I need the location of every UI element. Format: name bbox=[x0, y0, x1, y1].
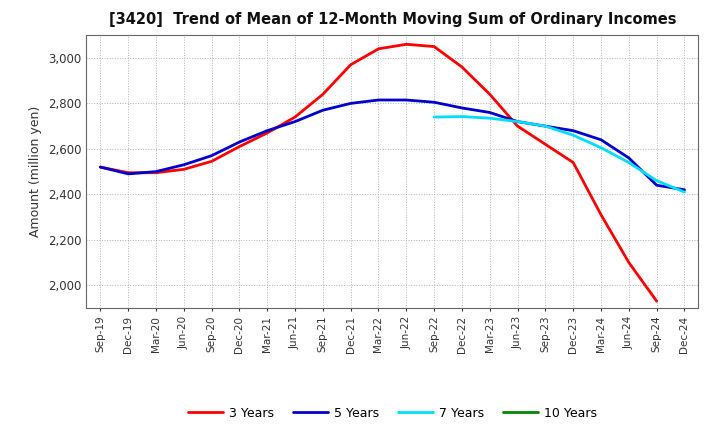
5 Years bbox=[513, 119, 522, 124]
3 Years bbox=[179, 167, 188, 172]
5 Years bbox=[485, 110, 494, 115]
Legend: 3 Years, 5 Years, 7 Years, 10 Years: 3 Years, 5 Years, 7 Years, 10 Years bbox=[183, 402, 602, 425]
3 Years bbox=[346, 62, 355, 67]
3 Years bbox=[124, 170, 132, 176]
3 Years bbox=[207, 159, 216, 164]
5 Years bbox=[597, 137, 606, 143]
3 Years bbox=[402, 42, 410, 47]
3 Years bbox=[291, 114, 300, 120]
5 Years bbox=[624, 155, 633, 161]
5 Years bbox=[458, 105, 467, 110]
3 Years bbox=[263, 130, 271, 136]
7 Years bbox=[624, 160, 633, 165]
7 Years bbox=[680, 189, 689, 194]
Y-axis label: Amount (million yen): Amount (million yen) bbox=[30, 106, 42, 237]
7 Years bbox=[430, 114, 438, 120]
7 Years bbox=[541, 124, 550, 129]
5 Years bbox=[291, 119, 300, 124]
5 Years bbox=[124, 171, 132, 176]
5 Years bbox=[652, 183, 661, 188]
5 Years bbox=[402, 97, 410, 103]
5 Years bbox=[207, 153, 216, 158]
5 Years bbox=[374, 97, 383, 103]
3 Years bbox=[430, 44, 438, 49]
Title: [3420]  Trend of Mean of 12-Month Moving Sum of Ordinary Incomes: [3420] Trend of Mean of 12-Month Moving … bbox=[109, 12, 676, 27]
5 Years bbox=[235, 139, 243, 145]
3 Years bbox=[374, 46, 383, 51]
5 Years bbox=[541, 124, 550, 129]
3 Years bbox=[96, 165, 104, 170]
7 Years bbox=[597, 145, 606, 150]
5 Years bbox=[430, 99, 438, 105]
3 Years bbox=[152, 170, 161, 176]
3 Years bbox=[513, 124, 522, 129]
5 Years bbox=[179, 162, 188, 167]
5 Years bbox=[96, 165, 104, 170]
3 Years bbox=[652, 299, 661, 304]
7 Years bbox=[652, 178, 661, 183]
3 Years bbox=[624, 260, 633, 265]
3 Years bbox=[318, 92, 327, 97]
5 Years bbox=[152, 169, 161, 174]
3 Years bbox=[569, 160, 577, 165]
7 Years bbox=[569, 132, 577, 138]
3 Years bbox=[235, 144, 243, 149]
5 Years bbox=[346, 101, 355, 106]
5 Years bbox=[318, 107, 327, 113]
Line: 7 Years: 7 Years bbox=[434, 117, 685, 192]
Line: 5 Years: 5 Years bbox=[100, 100, 685, 190]
5 Years bbox=[263, 128, 271, 133]
3 Years bbox=[541, 142, 550, 147]
5 Years bbox=[680, 187, 689, 192]
7 Years bbox=[513, 119, 522, 124]
3 Years bbox=[485, 92, 494, 97]
Line: 3 Years: 3 Years bbox=[100, 44, 657, 301]
7 Years bbox=[485, 116, 494, 121]
5 Years bbox=[569, 128, 577, 133]
7 Years bbox=[458, 114, 467, 119]
3 Years bbox=[597, 212, 606, 217]
3 Years bbox=[458, 64, 467, 70]
